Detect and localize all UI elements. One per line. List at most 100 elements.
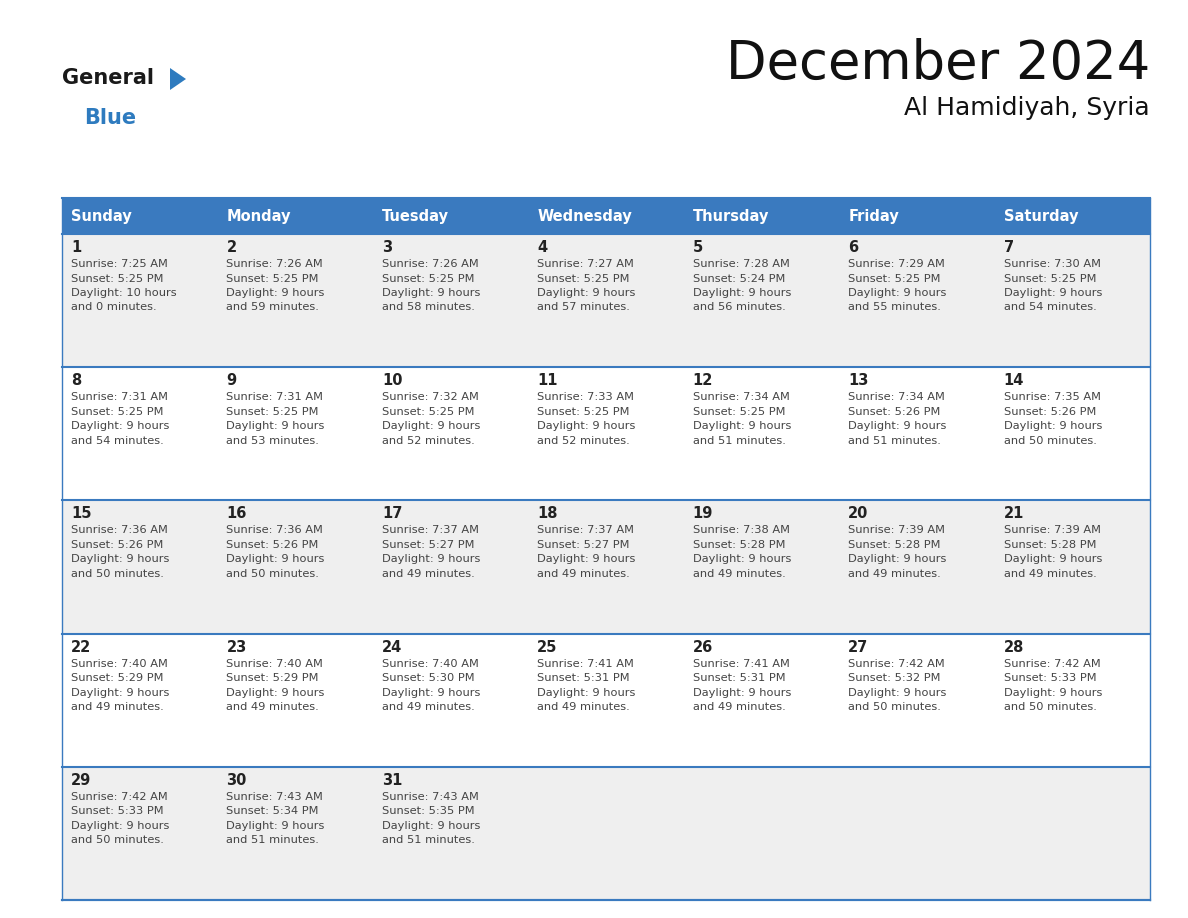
Text: Daylight: 9 hours: Daylight: 9 hours <box>227 688 324 698</box>
Text: Daylight: 9 hours: Daylight: 9 hours <box>381 288 480 298</box>
Text: Sunrise: 7:39 AM: Sunrise: 7:39 AM <box>1004 525 1100 535</box>
Bar <box>217 500 373 633</box>
Text: 12: 12 <box>693 374 713 388</box>
Text: Sunrise: 7:42 AM: Sunrise: 7:42 AM <box>848 658 944 668</box>
Text: and 49 minutes.: and 49 minutes. <box>381 569 475 579</box>
Text: 29: 29 <box>71 773 91 788</box>
Bar <box>217 767 373 900</box>
Bar <box>373 500 529 633</box>
Text: Daylight: 9 hours: Daylight: 9 hours <box>227 421 324 431</box>
Text: Daylight: 9 hours: Daylight: 9 hours <box>1004 421 1102 431</box>
Text: Daylight: 9 hours: Daylight: 9 hours <box>693 688 791 698</box>
Text: 5: 5 <box>693 240 703 255</box>
Text: Sunset: 5:33 PM: Sunset: 5:33 PM <box>1004 673 1097 683</box>
Bar <box>62 234 217 367</box>
Text: Sunrise: 7:32 AM: Sunrise: 7:32 AM <box>381 392 479 402</box>
Text: Sunrise: 7:27 AM: Sunrise: 7:27 AM <box>537 259 634 269</box>
Text: Blue: Blue <box>84 108 137 128</box>
Text: 31: 31 <box>381 773 403 788</box>
Text: Monday: Monday <box>227 208 291 223</box>
Bar <box>529 500 684 633</box>
Bar <box>839 500 994 633</box>
Bar <box>684 633 839 767</box>
Text: Sunset: 5:34 PM: Sunset: 5:34 PM <box>227 806 318 816</box>
Text: and 51 minutes.: and 51 minutes. <box>381 835 475 845</box>
Bar <box>839 633 994 767</box>
Text: Daylight: 9 hours: Daylight: 9 hours <box>537 688 636 698</box>
Text: Daylight: 9 hours: Daylight: 9 hours <box>848 288 947 298</box>
Text: Sunrise: 7:43 AM: Sunrise: 7:43 AM <box>381 792 479 801</box>
Text: December 2024: December 2024 <box>726 38 1150 90</box>
Text: 18: 18 <box>537 507 558 521</box>
Text: Sunrise: 7:41 AM: Sunrise: 7:41 AM <box>693 658 790 668</box>
Text: Sunrise: 7:33 AM: Sunrise: 7:33 AM <box>537 392 634 402</box>
Text: Sunset: 5:28 PM: Sunset: 5:28 PM <box>693 540 785 550</box>
Text: and 50 minutes.: and 50 minutes. <box>1004 436 1097 446</box>
Bar <box>839 234 994 367</box>
Bar <box>373 633 529 767</box>
Text: Sunday: Sunday <box>71 208 132 223</box>
Text: Daylight: 9 hours: Daylight: 9 hours <box>537 421 636 431</box>
Text: Daylight: 9 hours: Daylight: 9 hours <box>693 554 791 565</box>
Text: Daylight: 9 hours: Daylight: 9 hours <box>381 554 480 565</box>
Text: 7: 7 <box>1004 240 1013 255</box>
Text: Sunrise: 7:34 AM: Sunrise: 7:34 AM <box>693 392 790 402</box>
Text: and 50 minutes.: and 50 minutes. <box>71 835 164 845</box>
Text: Sunrise: 7:25 AM: Sunrise: 7:25 AM <box>71 259 168 269</box>
Text: Sunrise: 7:36 AM: Sunrise: 7:36 AM <box>227 525 323 535</box>
Text: 24: 24 <box>381 640 402 655</box>
Text: Wednesday: Wednesday <box>537 208 632 223</box>
Text: 6: 6 <box>848 240 858 255</box>
Bar <box>994 633 1150 767</box>
Text: and 59 minutes.: and 59 minutes. <box>227 303 320 312</box>
Text: Daylight: 9 hours: Daylight: 9 hours <box>227 554 324 565</box>
Text: Daylight: 9 hours: Daylight: 9 hours <box>71 821 170 831</box>
Text: and 51 minutes.: and 51 minutes. <box>227 835 320 845</box>
Bar <box>62 767 217 900</box>
Text: Daylight: 9 hours: Daylight: 9 hours <box>848 554 947 565</box>
Text: Sunrise: 7:42 AM: Sunrise: 7:42 AM <box>71 792 168 801</box>
Text: Sunrise: 7:39 AM: Sunrise: 7:39 AM <box>848 525 946 535</box>
Text: Sunrise: 7:35 AM: Sunrise: 7:35 AM <box>1004 392 1100 402</box>
Polygon shape <box>170 68 187 90</box>
Bar <box>373 234 529 367</box>
Text: Daylight: 9 hours: Daylight: 9 hours <box>1004 688 1102 698</box>
Text: Saturday: Saturday <box>1004 208 1078 223</box>
Bar <box>994 767 1150 900</box>
Text: Daylight: 9 hours: Daylight: 9 hours <box>693 421 791 431</box>
Text: 8: 8 <box>71 374 81 388</box>
Text: 20: 20 <box>848 507 868 521</box>
Text: and 49 minutes.: and 49 minutes. <box>848 569 941 579</box>
Bar <box>684 234 839 367</box>
Text: 15: 15 <box>71 507 91 521</box>
Text: Sunset: 5:25 PM: Sunset: 5:25 PM <box>381 407 474 417</box>
Text: Sunset: 5:27 PM: Sunset: 5:27 PM <box>381 540 474 550</box>
Bar <box>217 367 373 500</box>
Text: Daylight: 9 hours: Daylight: 9 hours <box>71 688 170 698</box>
Text: Sunset: 5:25 PM: Sunset: 5:25 PM <box>227 407 318 417</box>
Text: Sunrise: 7:41 AM: Sunrise: 7:41 AM <box>537 658 634 668</box>
Bar <box>684 767 839 900</box>
Text: 11: 11 <box>537 374 558 388</box>
Text: 19: 19 <box>693 507 713 521</box>
Text: Sunrise: 7:37 AM: Sunrise: 7:37 AM <box>537 525 634 535</box>
Text: Daylight: 9 hours: Daylight: 9 hours <box>381 688 480 698</box>
Text: Sunrise: 7:40 AM: Sunrise: 7:40 AM <box>381 658 479 668</box>
Text: Daylight: 9 hours: Daylight: 9 hours <box>693 288 791 298</box>
Text: and 57 minutes.: and 57 minutes. <box>537 303 630 312</box>
Text: Daylight: 9 hours: Daylight: 9 hours <box>848 421 947 431</box>
Text: Sunset: 5:25 PM: Sunset: 5:25 PM <box>1004 274 1097 284</box>
Text: and 50 minutes.: and 50 minutes. <box>848 702 941 712</box>
Text: Sunset: 5:25 PM: Sunset: 5:25 PM <box>381 274 474 284</box>
Text: Sunset: 5:27 PM: Sunset: 5:27 PM <box>537 540 630 550</box>
Text: and 49 minutes.: and 49 minutes. <box>693 569 785 579</box>
Text: Sunset: 5:31 PM: Sunset: 5:31 PM <box>693 673 785 683</box>
Text: Sunset: 5:31 PM: Sunset: 5:31 PM <box>537 673 630 683</box>
Text: 9: 9 <box>227 374 236 388</box>
Bar <box>529 234 684 367</box>
Bar <box>994 234 1150 367</box>
Text: and 0 minutes.: and 0 minutes. <box>71 303 157 312</box>
Text: and 49 minutes.: and 49 minutes. <box>537 702 630 712</box>
Text: and 54 minutes.: and 54 minutes. <box>1004 303 1097 312</box>
Text: 14: 14 <box>1004 374 1024 388</box>
